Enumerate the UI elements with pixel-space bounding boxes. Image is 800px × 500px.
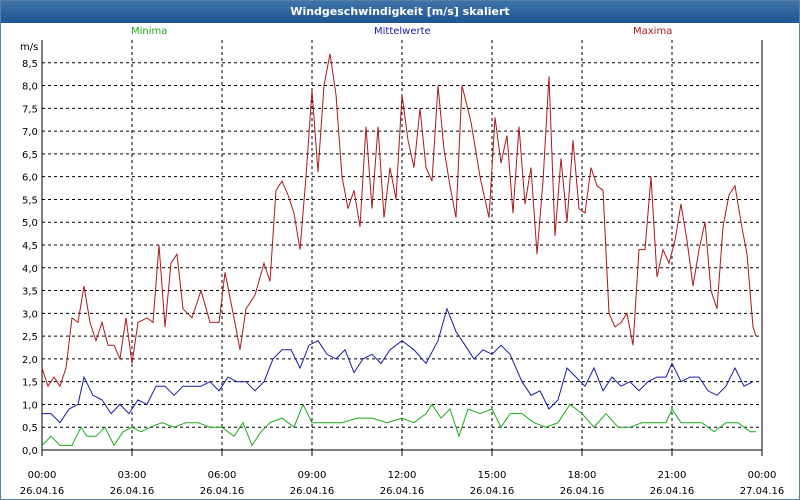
y-tick-label: 1,0 — [22, 400, 38, 411]
x-tick-label-time: 00:00 — [28, 470, 57, 481]
y-tick-label: 2,0 — [22, 355, 38, 366]
tick-labels: 0,0 0,5 1,0 1,5 2,0 2,5 3,0 3,5 4,0 4,5 5,0 5,5 6,0 6… — [20, 59, 785, 497]
x-tick-label-date: 27.04.16 — [740, 486, 785, 497]
x-tick-label-time: 03:00 — [118, 470, 147, 481]
y-tick-label: 3,5 — [22, 287, 38, 298]
x-tick-label-date: 26.04.16 — [380, 486, 425, 497]
x-tick-label-date: 26.04.16 — [470, 486, 515, 497]
x-tick-label-date: 26.04.16 — [110, 486, 155, 497]
x-tick-label-date: 26.04.16 — [290, 486, 335, 497]
legend-maxima: Maxima — [633, 26, 673, 37]
y-tick-label: 5,0 — [22, 218, 38, 229]
y-tick-label: 4,5 — [22, 241, 38, 252]
y-tick-label: 0,0 — [22, 446, 38, 457]
y-tick-label: 8,0 — [22, 82, 38, 93]
y-tick-label: 4,0 — [22, 264, 38, 275]
legend-minima: Minima — [131, 26, 168, 37]
x-tick-label-time: 21:00 — [658, 470, 687, 481]
axes — [41, 40, 763, 456]
y-tick-label: 6,0 — [22, 173, 38, 184]
x-tick-label-time: 12:00 — [388, 470, 417, 481]
chart-title: Windgeschwindigkeit [m/s] skaliert — [1, 1, 799, 23]
x-tick-label-date: 26.04.16 — [650, 486, 695, 497]
x-tick-label-time: 00:00 — [748, 470, 777, 481]
series-line-maxima — [41, 53, 757, 388]
y-tick-label: 7,0 — [22, 127, 38, 138]
series-line-mittelwerte — [42, 307, 754, 424]
y-tick-label: 8,5 — [22, 59, 38, 70]
y-axis-unit: m/s — [20, 42, 38, 53]
x-tick-label-date: 26.04.16 — [200, 486, 245, 497]
y-tick-label: 7,5 — [22, 104, 38, 115]
grid — [42, 40, 762, 450]
x-tick-label-date: 26.04.16 — [560, 486, 605, 497]
y-tick-label: 3,0 — [22, 309, 38, 320]
x-tick-label-time: 06:00 — [208, 470, 237, 481]
x-tick-label-time: 09:00 — [298, 470, 327, 481]
x-tick-label-date: 26.04.16 — [20, 486, 65, 497]
x-tick-label-time: 18:00 — [568, 470, 597, 481]
x-tick-label-time: 15:00 — [478, 470, 507, 481]
y-tick-label: 2,5 — [22, 332, 38, 343]
series-line-minima — [41, 403, 756, 447]
y-tick-label: 0,5 — [22, 423, 38, 434]
legend: Minima Mittelwerte Maxima — [1, 24, 799, 40]
y-tick-label: 5,5 — [22, 195, 38, 206]
y-tick-label: 6,5 — [22, 150, 38, 161]
series-lines — [41, 53, 757, 447]
y-tick-label: 1,5 — [22, 378, 38, 389]
legend-mittelwerte: Mittelwerte — [374, 26, 431, 37]
